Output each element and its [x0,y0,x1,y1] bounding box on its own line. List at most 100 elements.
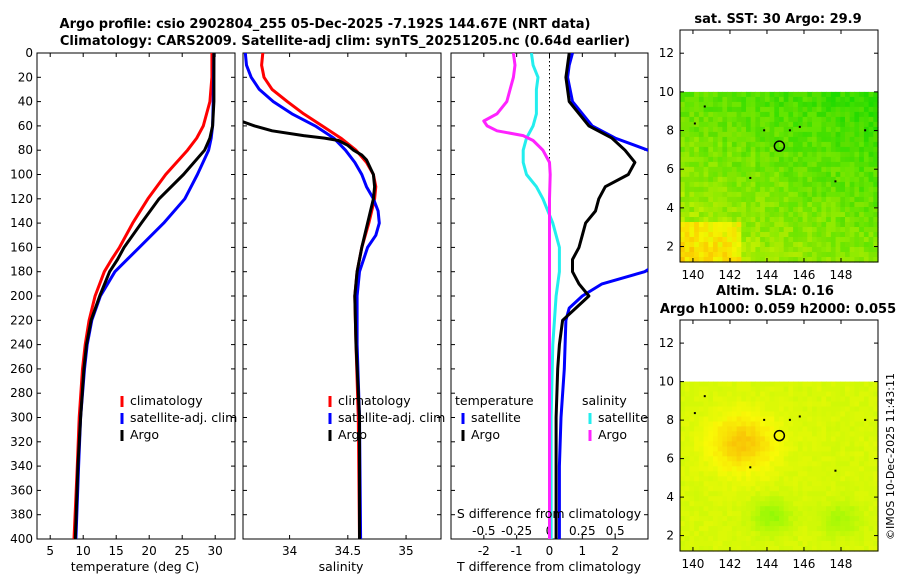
sst-cell [845,237,851,243]
sst-cell [797,161,804,168]
sla-cell [807,441,813,447]
sst-cell [755,116,761,123]
sst-cell [698,156,705,163]
sla-cell [863,501,870,507]
sst-cell [741,212,747,218]
sla-cell [840,541,846,547]
sst-cell [812,141,818,148]
sla-cell [868,531,874,537]
sla-cell [750,436,756,442]
sst-cell [859,217,865,223]
sst-cell [859,181,865,188]
sla-cell [854,471,860,477]
sst-cell [750,242,756,248]
sla-cell [873,521,879,527]
legend-label: climatology [338,393,411,408]
sst-cell [788,217,794,223]
sla-cell [779,401,785,408]
sst-cell [769,196,775,203]
sst-cell [680,196,686,203]
sla-cell [708,491,714,497]
sla-cell [774,421,780,428]
sla-cell [812,486,818,492]
sst-cell [840,161,846,168]
sla-cell [835,541,841,547]
sst-cell [750,141,756,148]
sla-cell [797,511,804,517]
sst-cell [816,186,822,193]
sst-cell [849,161,855,168]
sla-cell [845,486,851,492]
sla-cell [788,461,794,467]
sst-cell [873,212,879,218]
sla-cell [797,496,804,502]
sst-cell [764,247,771,253]
sla-cell [689,526,695,532]
sst-cell [788,171,794,178]
sst-cell [873,232,879,238]
sst-cell [774,196,780,203]
sla-cell [873,411,879,418]
sst-cell [812,131,818,138]
sst-cell [830,141,837,148]
sst-cell [764,202,771,208]
sla-cell [849,456,855,462]
sst-cell [774,207,780,213]
sst-cell [840,222,846,228]
sst-cell [774,237,780,243]
sla-cell [741,501,747,507]
sst-cell [680,111,686,118]
sla-cell [835,511,841,517]
sst-cell [727,171,733,178]
sla-cell [764,526,771,532]
sla-cell [840,501,846,507]
sla-cell [694,466,700,472]
sla-cell [863,496,870,502]
sst-cell [769,207,775,213]
plot-frame [242,52,442,540]
sla-cell [807,386,813,393]
sla-cell [849,521,855,527]
sla-cell [863,476,870,482]
sst-cell [722,146,728,153]
sla-cell [694,501,700,507]
sst-cell [750,146,756,153]
sst-cell [698,106,705,113]
sst-cell [816,181,822,188]
sla-cell [708,436,714,442]
sst-cell [694,171,700,178]
x-tick-label: 20 [142,544,157,558]
sst-cell [741,151,747,158]
sst-cell [755,156,761,163]
sla-cell [717,501,723,507]
sst-cell [722,227,728,233]
sla-cell [713,436,719,442]
sst-cell [835,176,841,183]
sla-cell [863,536,870,542]
sst-cell [731,166,738,173]
sla-cell [807,506,813,512]
sla-cell [769,451,775,457]
sla-cell [779,456,785,462]
sla-cell [821,516,827,522]
sst-cell [746,91,752,98]
sla-cell [760,511,766,517]
map-speckle [798,415,801,418]
sst-cell [713,252,719,258]
sst-cell [868,131,874,138]
x-tick-label: 144 [756,268,779,282]
sla-cell [816,501,822,507]
sst-cell [731,131,738,138]
sst-cell [746,121,752,128]
sst-cell [698,91,705,98]
sst-cell [788,131,794,138]
sst-cell [840,121,846,128]
sst-cell [826,176,832,183]
sla-cell [830,401,837,408]
sst-cell [703,186,709,193]
sst-cell [783,111,789,118]
sst-cell [830,161,837,168]
sla-cell [863,391,870,398]
sla-cell [788,521,794,527]
sst-cell [755,136,761,143]
